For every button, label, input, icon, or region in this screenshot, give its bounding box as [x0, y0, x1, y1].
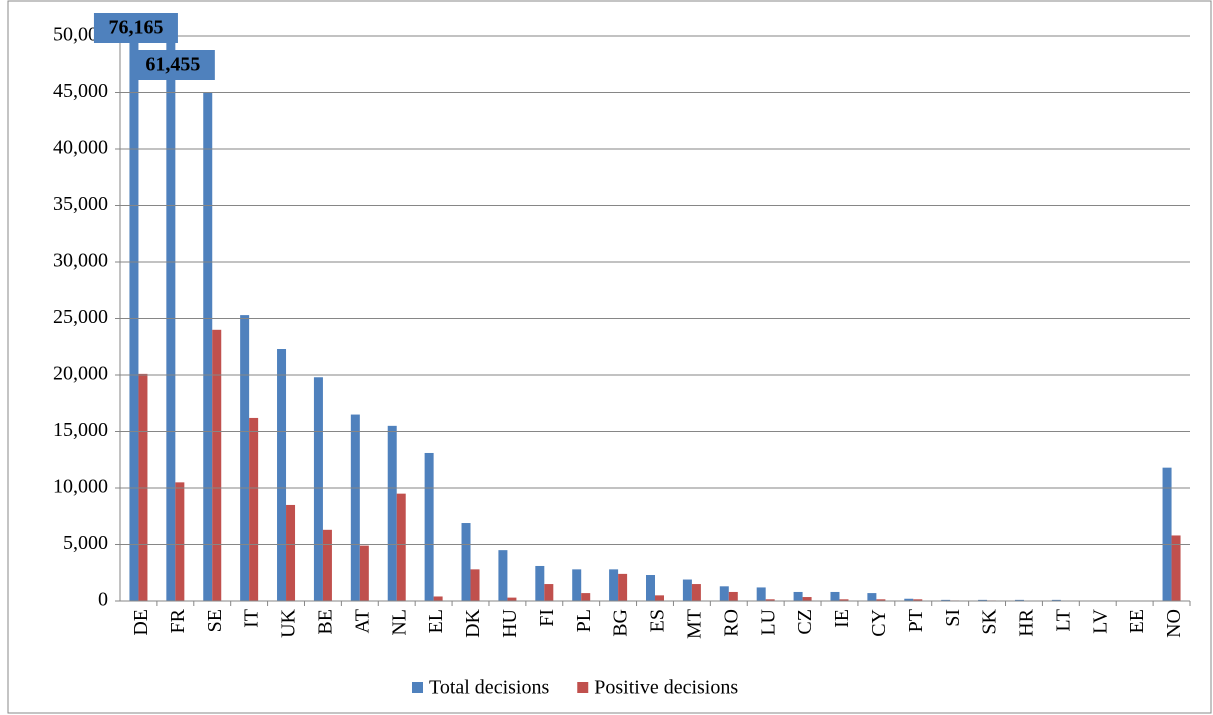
bar [839, 599, 849, 601]
x-tick-label: RO [720, 609, 742, 637]
x-tick-label: CZ [794, 609, 816, 635]
bar [166, 36, 176, 601]
value-label: 61,455 [145, 54, 200, 76]
bar [830, 591, 840, 601]
bar [655, 595, 664, 601]
bar [1051, 599, 1061, 601]
bar [867, 593, 877, 601]
x-tick-label: SI [942, 609, 964, 627]
x-tick-label: NO [1163, 609, 1185, 638]
x-tick-label: HU [499, 608, 521, 637]
bar [249, 417, 259, 601]
bar [313, 377, 323, 601]
y-tick-label: 40,000 [53, 137, 108, 159]
bar [461, 523, 471, 601]
bar [876, 599, 886, 601]
bar [350, 414, 360, 601]
x-tick-label: PT [905, 609, 927, 632]
x-tick-label: SE [204, 609, 226, 632]
bar [286, 504, 296, 601]
x-tick-label: LV [1089, 608, 1111, 633]
bar [793, 591, 803, 601]
bar [470, 569, 480, 601]
bar [682, 579, 692, 601]
bar [1171, 535, 1181, 601]
x-tick-label: DE [130, 609, 152, 636]
y-tick-label: 25,000 [53, 306, 108, 328]
bar [978, 599, 988, 601]
legend-label: Positive decisions [594, 677, 738, 699]
x-tick-label: HR [1016, 608, 1038, 636]
x-tick-label: AT [351, 609, 373, 633]
x-tick-label: BG [610, 609, 632, 637]
bar [396, 493, 406, 601]
x-tick-label: FI [536, 609, 558, 627]
x-tick-label: EE [1126, 609, 1148, 633]
y-tick-label: 35,000 [53, 193, 108, 215]
bar [581, 593, 591, 601]
bar [609, 569, 619, 601]
bar [756, 587, 766, 601]
legend-label: Total decisions [429, 677, 549, 699]
chart-border [7, 0, 1212, 714]
bar [535, 565, 545, 601]
bar [765, 599, 775, 601]
bar [1162, 467, 1172, 601]
bar [129, 36, 139, 601]
y-tick-label: 15,000 [53, 419, 108, 441]
bar [691, 584, 701, 601]
bar [507, 597, 517, 601]
bar [618, 573, 628, 601]
bar [719, 586, 729, 601]
y-tick-label: 0 [98, 589, 108, 611]
bar [941, 599, 951, 601]
bar [728, 591, 738, 601]
bar [240, 315, 250, 601]
bar [646, 575, 655, 601]
x-tick-label: LU [757, 608, 779, 635]
x-tick-label: MT [683, 609, 705, 639]
bar [544, 584, 554, 601]
legend-swatch [577, 682, 589, 693]
x-tick-label: LT [1052, 609, 1074, 632]
x-tick-label: PL [573, 609, 595, 632]
x-tick-label: UK [278, 608, 300, 637]
bar [212, 329, 222, 601]
bar [387, 425, 397, 601]
x-tick-label: EL [425, 609, 447, 633]
y-tick-label: 10,000 [53, 476, 108, 498]
bar [322, 529, 332, 601]
value-label-box [130, 50, 215, 80]
bar [359, 545, 369, 601]
bar [138, 373, 148, 601]
bar [424, 452, 434, 601]
bar [498, 550, 508, 601]
bar [572, 569, 582, 601]
y-tick-label: 20,000 [53, 363, 108, 385]
bar [904, 598, 914, 601]
x-tick-label: IE [831, 609, 853, 628]
x-tick-label: BE [315, 609, 337, 635]
legend-swatch [412, 682, 423, 693]
x-tick-label: CY [868, 609, 890, 637]
x-tick-label: ES [647, 609, 669, 632]
x-tick-label: IT [241, 609, 263, 628]
x-tick-label: NL [388, 609, 410, 636]
y-tick-label: 5,000 [63, 532, 108, 554]
value-label-box [93, 13, 178, 43]
x-tick-label: SK [979, 608, 1001, 634]
x-tick-label: DK [462, 608, 484, 637]
bar [277, 349, 287, 601]
bar [203, 92, 213, 601]
y-tick-label: 45,000 [53, 80, 108, 102]
y-tick-label: 30,000 [53, 250, 108, 272]
bar [433, 596, 443, 601]
bar [1014, 599, 1024, 601]
bar [175, 482, 185, 601]
x-tick-label: FR [167, 608, 189, 633]
bar [802, 597, 812, 601]
value-label: 76,165 [108, 17, 163, 39]
bar [913, 599, 923, 601]
